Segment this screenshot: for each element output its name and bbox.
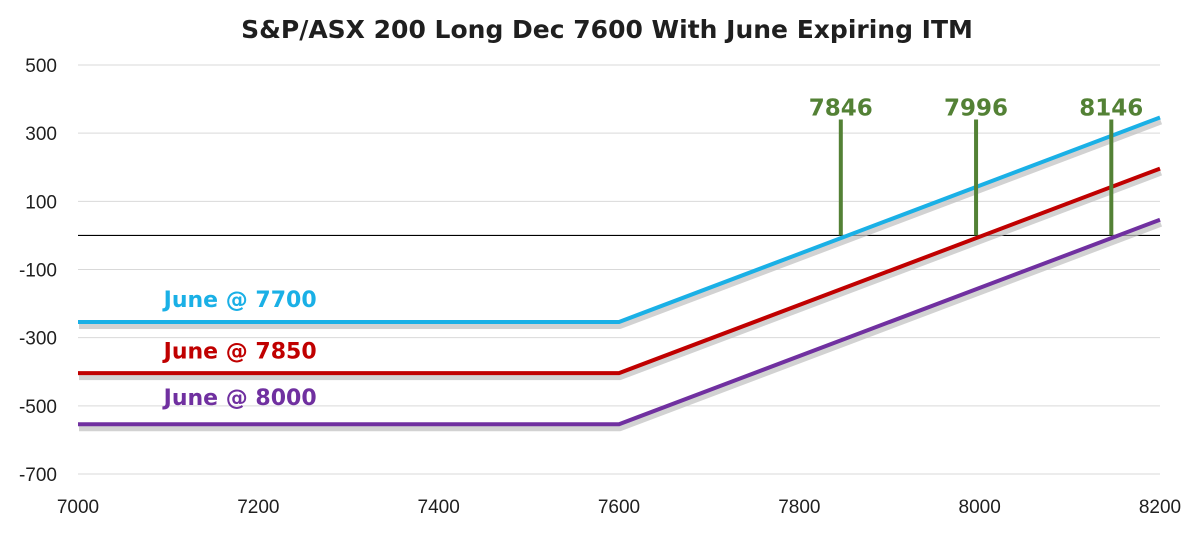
series-label: June @ 7700 <box>162 288 317 313</box>
series-lines <box>78 115 1163 432</box>
series-line <box>78 115 1161 324</box>
x-tick-label: 7200 <box>237 497 279 518</box>
breakeven-label: 7996 <box>944 96 1008 122</box>
series-shadow <box>79 169 1163 381</box>
x-tick-label: 8000 <box>959 497 1001 518</box>
series-line <box>78 166 1161 376</box>
y-tick-label: -700 <box>19 465 57 486</box>
series-label: June @ 8000 <box>162 386 317 411</box>
y-tick-label: -300 <box>19 329 57 350</box>
breakeven-markers: 7846 7996 8146 <box>809 96 1143 236</box>
x-tick-label: 7400 <box>418 497 460 518</box>
y-tick-label: 300 <box>25 124 57 145</box>
series-label: June @ 7850 <box>162 339 317 364</box>
x-axis-ticks: 7000 7200 7400 7600 7800 8000 8200 <box>57 497 1181 518</box>
breakeven-label: 8146 <box>1079 96 1143 122</box>
x-tick-label: 8200 <box>1139 497 1181 518</box>
chart-title: S&P/ASX 200 Long Dec 7600 With June Expi… <box>241 15 973 44</box>
y-tick-label: 100 <box>25 192 57 213</box>
series-shadow <box>79 220 1163 432</box>
x-tick-label: 7000 <box>57 497 99 518</box>
y-tick-label: -100 <box>19 261 57 282</box>
x-tick-label: 7800 <box>778 497 820 518</box>
breakeven-label: 7846 <box>809 96 873 122</box>
y-tick-label: -500 <box>19 397 57 418</box>
x-tick-label: 7600 <box>598 497 640 518</box>
series-labels: June @ 7700 June @ 7850 June @ 8000 <box>162 288 317 411</box>
series-line <box>78 217 1161 427</box>
grid-lines <box>78 64 1160 475</box>
series-shadow <box>79 118 1163 329</box>
y-tick-label: 500 <box>25 56 57 77</box>
y-axis-ticks: 500 300 100 -100 -300 -500 -700 <box>19 56 57 486</box>
